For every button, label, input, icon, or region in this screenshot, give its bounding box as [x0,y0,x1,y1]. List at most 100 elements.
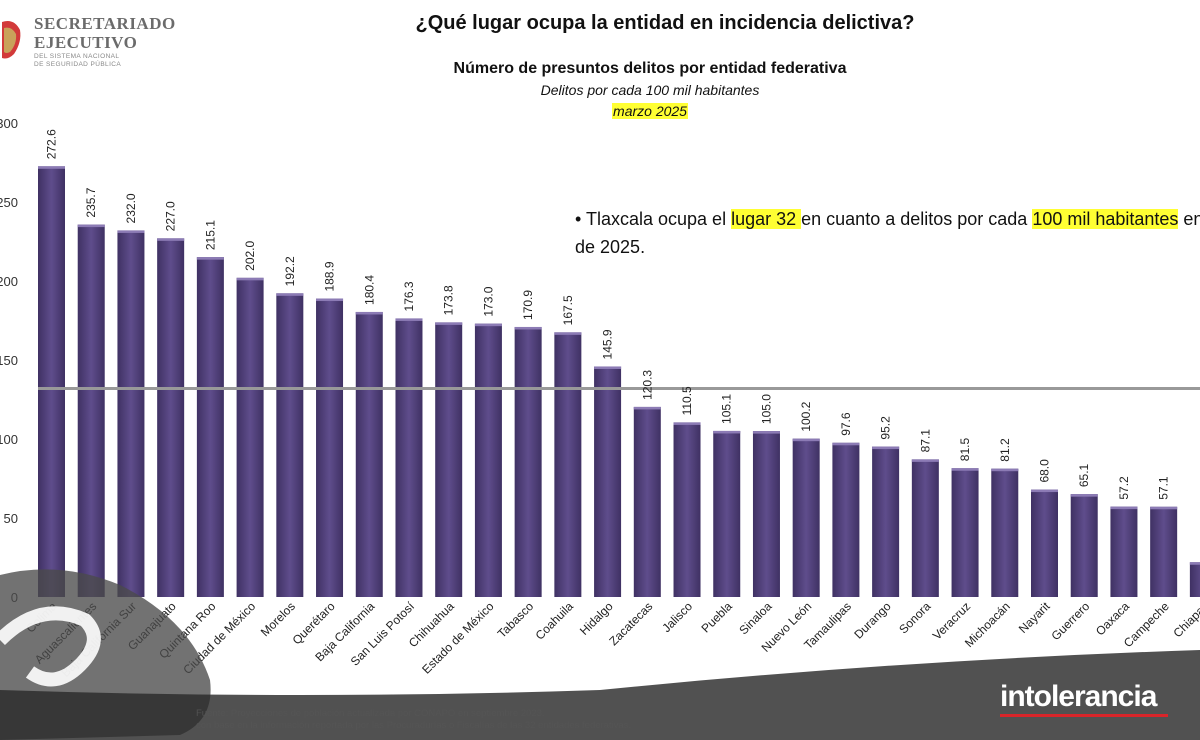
category-label: Hidalgo [577,599,616,638]
logo-line-4: DE SEGURIDAD PÚBLICA [34,61,122,68]
decorative-swoosh [0,569,1200,740]
logo-line-2: EJECUTIVO [34,33,138,52]
value-label: 192.2 [283,256,297,286]
period-highlight: marzo 2025 [612,103,688,119]
bar-top-edge [1070,494,1098,497]
bar [316,298,344,597]
bar [38,166,65,598]
bar-top-edge [554,332,582,335]
value-label: 81.2 [998,438,1012,462]
bars-group [38,166,1200,598]
bar [792,438,820,597]
value-label: 202.0 [243,240,257,270]
bullet-icon: • [575,209,586,229]
bar [1189,562,1200,597]
bar [673,422,701,597]
category-label: Coahuila [533,599,577,643]
bar [594,366,622,597]
bar-top-edge [1031,489,1058,493]
bar-top-edge [832,442,860,446]
value-label: 145.9 [601,329,615,359]
bar-top-edge [991,468,1019,472]
bar [276,293,304,597]
value-label: 235.7 [84,187,98,217]
value-label: 176.3 [402,281,416,311]
category-label: Oaxaca [1093,599,1132,638]
bar-top-edge [435,322,463,325]
bar [77,224,105,597]
bar-top-edge [196,257,224,260]
value-label: 120.3 [640,370,654,400]
bar [117,230,145,597]
bar-top-edge [276,293,304,296]
sesnsp-logo: SECRETARIADO EJECUTIVO DEL SISTEMA NACIO… [0,8,200,68]
bar-top-edge [951,468,979,471]
note-text-1: Tlaxcala ocupa el [585,209,732,229]
logo-line-3: DEL SISTEMA NACIONAL [34,53,120,60]
bar [196,257,224,597]
value-label: 95.2 [879,416,893,440]
bar [435,322,463,597]
bar [1150,506,1178,597]
bar-top-edge [355,311,383,315]
y-tick-label: 100 [0,432,18,447]
category-label: Zacatecas [606,599,655,648]
value-label: 68.0 [1038,459,1052,483]
bar-top-edge [38,166,65,169]
value-labels-group: 272.6 235.7 232.0 227.0 215.1 202.0 192.2 188.9… [45,129,1171,500]
bar [951,468,979,597]
bar-top-edge [316,298,344,302]
bar [633,406,661,597]
category-label: Estado de México [419,599,497,677]
value-label: 97.6 [839,412,853,436]
source-footnote: Fuente: Proyecciones de población actual… [196,708,631,732]
bar-top-edge [1110,506,1138,510]
watermark-underline [1000,714,1168,717]
category-label: Chiapas [1170,599,1200,640]
y-tick-label: 50 [4,511,18,526]
bar-top-edge [77,224,105,228]
category-label: Sinaloa [736,599,774,637]
eagle-emblem-icon [2,21,21,59]
value-label: 170.9 [521,290,535,320]
bar [554,332,582,597]
value-label: 272.6 [45,129,59,159]
bar-top-edge [474,323,502,327]
bar-top-edge [1150,506,1178,510]
bar [157,238,185,597]
bar-top-edge [395,318,423,321]
note-highlight-rate: 100 mil habitantes [1032,209,1179,229]
value-label: 65.1 [1077,463,1091,487]
note-text-2: en cuanto a delitos por cada [801,209,1033,229]
bar [474,323,502,597]
category-label: Jalisco [659,599,695,635]
y-axis: 050100150200250300 [0,116,18,605]
value-label: 232.0 [124,193,138,223]
bar-top-edge [117,230,145,233]
chart-unit: Delitos por cada 100 mil habitantes [540,82,760,98]
bar [911,459,939,597]
value-label: 81.5 [958,438,972,462]
y-tick-label: 150 [0,353,18,368]
bar-top-edge [713,430,741,434]
chart-period: marzo 2025 [0,103,1200,119]
bar [355,311,383,597]
category-label: Durango [851,599,894,642]
value-label: 100.2 [799,401,813,431]
footnote-line-2: con base en la información reportada por… [196,720,632,731]
note-text-3: en marzo de 2025. [575,209,1200,257]
bar-top-edge [1189,562,1200,565]
intolerancia-watermark: intolerancia [1000,680,1157,713]
category-label: Tabasco [495,599,537,641]
bar-top-edge [911,459,939,462]
bar [1031,489,1058,597]
tlaxcala-note: • Tlaxcala ocupa el lugar 32 en cuanto a… [575,205,1200,261]
y-tick-label: 300 [0,116,18,131]
y-tick-label: 250 [0,195,18,210]
bar [1110,506,1138,597]
bar [872,446,900,597]
bar [236,277,264,597]
bar-top-edge [633,406,661,410]
value-label: 105.0 [759,394,773,424]
